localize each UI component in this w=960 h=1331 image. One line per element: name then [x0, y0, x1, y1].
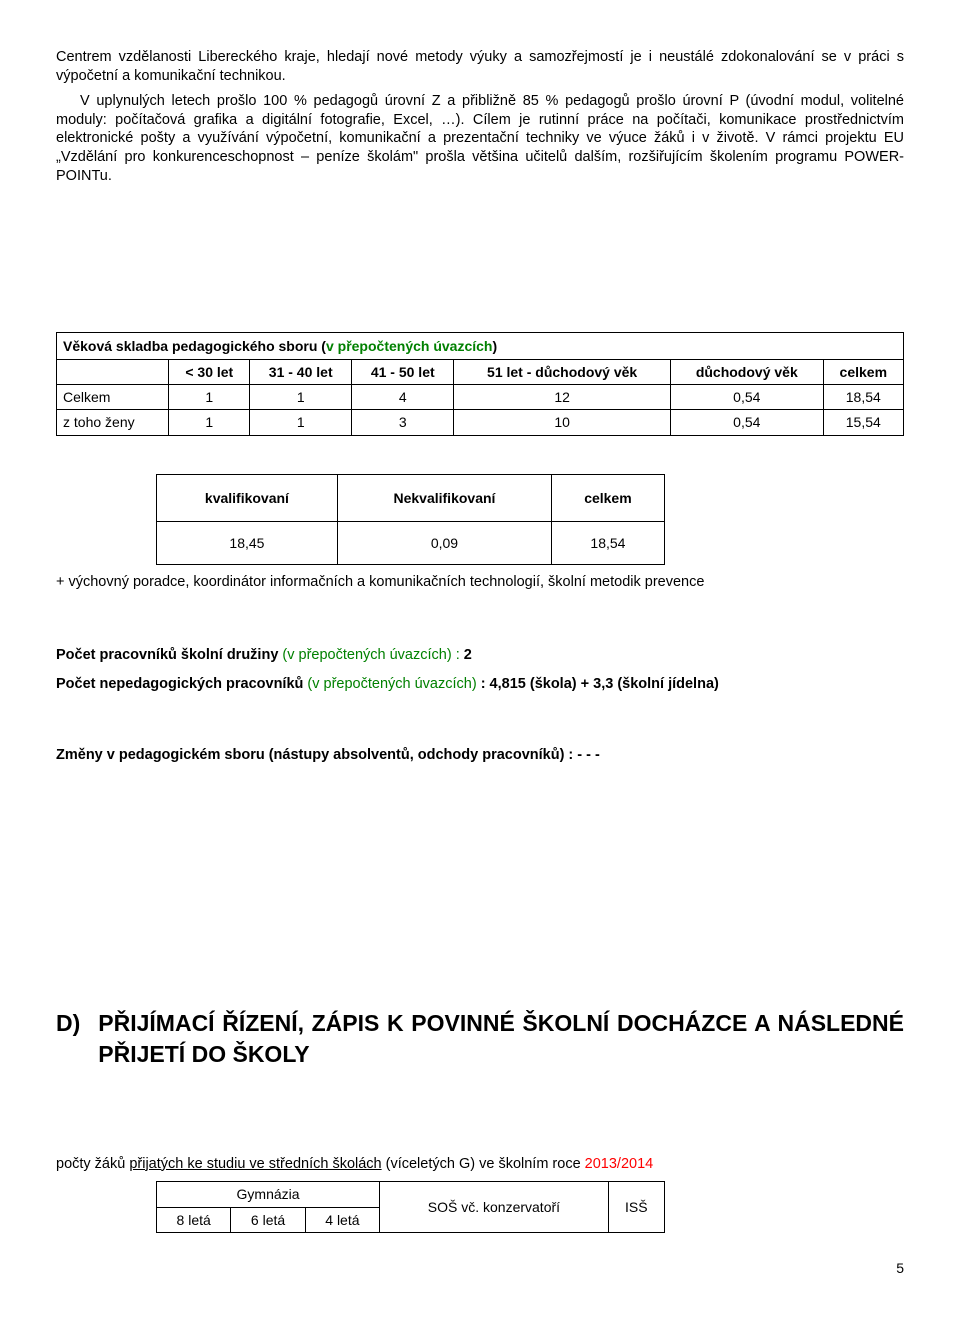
cell: 18,54 [823, 385, 903, 410]
cell: 0,54 [670, 410, 823, 435]
age-header-4: důchodový věk [670, 360, 823, 385]
cell: 12 [454, 385, 671, 410]
section-d-label: D) [56, 1008, 80, 1070]
section-d-heading: D) PŘIJÍMACÍ ŘÍZENÍ, ZÁPIS K POVINNÉ ŠKO… [56, 1008, 904, 1070]
admission-header-1: SOŠ vč. konzervatoří [380, 1182, 609, 1232]
qual-value-0: 18,45 [157, 521, 338, 564]
qual-header-2: celkem [552, 474, 665, 521]
section-d-text: PŘIJÍMACÍ ŘÍZENÍ, ZÁPIS K POVINNÉ ŠKOLNÍ… [98, 1008, 904, 1070]
paragraph-1: Centrem vzdělanosti Libereckého kraje, h… [56, 48, 904, 86]
age-title-c: ) [492, 338, 497, 354]
cell: 3 [352, 410, 454, 435]
qual-value-1: 0,09 [337, 521, 551, 564]
cell: 10 [454, 410, 671, 435]
cell: 4 [352, 385, 454, 410]
admission-header-2: ISŠ [608, 1182, 664, 1232]
age-title-b: v přepočtených úvazcích [326, 338, 493, 354]
line-druziny: Počet pracovníků školní družiny (v přepo… [56, 646, 904, 665]
age-header-0: < 30 let [169, 360, 250, 385]
bottom-line-a: počty žáků [56, 1156, 129, 1172]
qual-value-2: 18,54 [552, 521, 665, 564]
admission-sub-2: 4 letá [305, 1207, 379, 1232]
paragraph-2: V uplynulých letech prošlo 100 % pedagog… [56, 92, 904, 186]
page-number: 5 [56, 1259, 904, 1277]
cell: 1 [250, 410, 352, 435]
line-druziny-b: (v přepočtených úvazcích) : [282, 647, 459, 663]
qual-header-1: Nekvalifikovaní [337, 474, 551, 521]
age-table-title: Věková skladba pedagogického sboru (v př… [57, 332, 904, 359]
cell: 1 [250, 385, 352, 410]
age-table-empty-header [57, 360, 169, 385]
cell: 1 [169, 385, 250, 410]
note-plus: + výchovný poradce, koordinátor informač… [56, 573, 904, 592]
line-druziny-a: Počet pracovníků školní družiny [56, 647, 282, 663]
cell: 1 [169, 410, 250, 435]
line-zmeny: Změny v pedagogickém sboru (nástupy abso… [56, 746, 904, 765]
row-label: z toho ženy [57, 410, 169, 435]
row-label: Celkem [57, 385, 169, 410]
line-druziny-c: 2 [460, 647, 472, 663]
bottom-line-b: přijatých ke studiu ve středních školách [129, 1156, 381, 1172]
admission-sub-0: 8 letá [157, 1207, 231, 1232]
cell: 0,54 [670, 385, 823, 410]
bottom-line-c: (víceletých G) ve školním roce [382, 1156, 585, 1172]
qualification-table: kvalifikovaní Nekvalifikovaní celkem 18,… [156, 474, 665, 565]
line-neped: Počet nepedagogických pracovníků (v přep… [56, 675, 904, 694]
age-header-2: 41 - 50 let [352, 360, 454, 385]
age-header-5: celkem [823, 360, 903, 385]
table-row: Celkem 1 1 4 12 0,54 18,54 [57, 385, 904, 410]
bottom-line-d: 2013/2014 [585, 1156, 654, 1172]
age-header-1: 31 - 40 let [250, 360, 352, 385]
admission-sub-1: 6 letá [231, 1207, 305, 1232]
line-neped-b: (v přepočtených úvazcích) [307, 676, 476, 692]
age-structure-table: Věková skladba pedagogického sboru (v př… [56, 332, 904, 436]
admission-table: Gymnázia SOŠ vč. konzervatoří ISŠ 8 letá… [156, 1181, 665, 1232]
age-title-a: Věková skladba pedagogického sboru ( [63, 338, 326, 354]
qual-header-0: kvalifikovaní [157, 474, 338, 521]
bottom-line: počty žáků přijatých ke studiu ve středn… [56, 1155, 904, 1174]
age-header-3: 51 let - důchodový věk [454, 360, 671, 385]
table-row: z toho ženy 1 1 3 10 0,54 15,54 [57, 410, 904, 435]
line-neped-a: Počet nepedagogických pracovníků [56, 676, 307, 692]
cell: 15,54 [823, 410, 903, 435]
admission-header-0: Gymnázia [157, 1182, 380, 1207]
line-neped-c: : 4,815 (škola) + 3,3 (školní jídelna) [477, 676, 719, 692]
